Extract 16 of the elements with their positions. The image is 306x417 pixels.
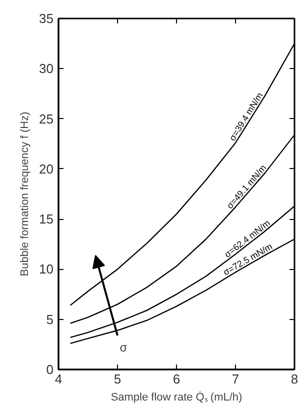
y-tick-label: 20: [39, 161, 54, 176]
y-axis-title: Bubble formation frequency f (Hz): [19, 112, 32, 276]
x-tick-label: 4: [54, 372, 62, 386]
x-tick-label: 6: [172, 372, 180, 386]
y-tick-label: 5: [46, 312, 54, 327]
y-tick-label: 15: [39, 212, 54, 227]
y-tick-label: 0: [46, 362, 54, 377]
y-tick-label: 10: [39, 262, 54, 277]
x-axis-title: Sample flow rate Q̇ₛ (mL/h): [110, 390, 242, 404]
y-tick-label: 25: [39, 111, 54, 126]
annotation: σ: [120, 340, 128, 354]
x-tick-label: 7: [232, 372, 240, 386]
x-tick-label: 5: [114, 372, 122, 386]
y-tick-label: 35: [39, 11, 54, 26]
x-tick-label: 8: [290, 372, 298, 386]
y-tick-label: 30: [39, 61, 54, 76]
